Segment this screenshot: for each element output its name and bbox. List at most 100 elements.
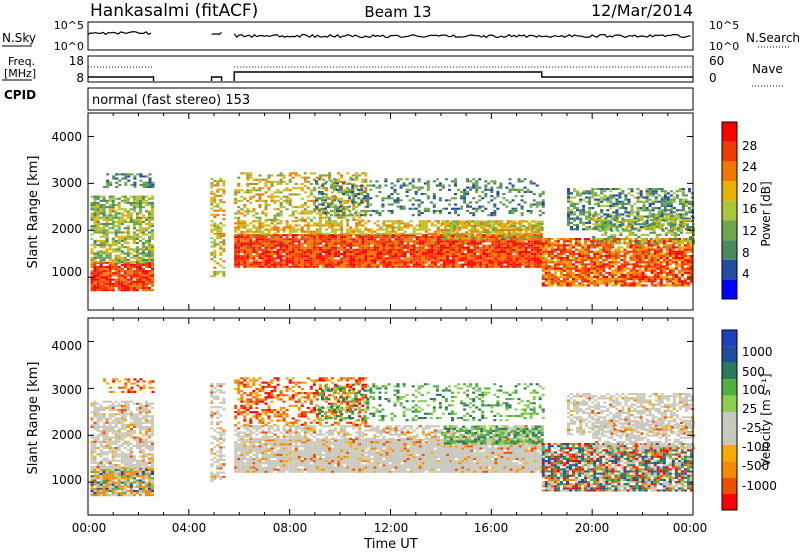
scatter-cell xyxy=(388,250,392,254)
scatter-cell xyxy=(659,282,663,285)
scatter-cell xyxy=(138,204,142,207)
scatter-cell xyxy=(668,250,672,253)
scatter-cell xyxy=(659,269,663,272)
scatter-cell xyxy=(436,238,440,241)
scatter-cell xyxy=(270,218,274,221)
scatter-cell xyxy=(340,208,344,211)
scatter-cell xyxy=(96,206,100,209)
scatter-cell xyxy=(521,263,525,266)
scatter-cell xyxy=(530,257,534,260)
scatter-cell xyxy=(472,178,476,181)
scatter-cell xyxy=(314,180,318,183)
scatter-cell xyxy=(355,261,359,264)
scatter-cell xyxy=(148,276,152,279)
scatter-cell xyxy=(315,242,319,245)
scatter-cell xyxy=(328,216,332,219)
scatter-cell xyxy=(446,265,450,268)
scatter-cell xyxy=(93,227,97,230)
scatter-cell xyxy=(138,208,142,211)
scatter-cell xyxy=(582,223,586,227)
scatter-cell xyxy=(484,180,488,183)
scatter-cell xyxy=(90,201,94,205)
scatter-cell xyxy=(102,265,106,269)
scatter-cell xyxy=(321,201,325,205)
scatter-cell xyxy=(285,226,289,229)
scatter-cell xyxy=(415,238,419,241)
scatter-cell xyxy=(591,188,595,191)
scatter-cell xyxy=(605,282,609,285)
scatter-cell xyxy=(477,237,481,240)
scatter-cell xyxy=(623,263,627,266)
scatter-cell xyxy=(446,246,450,249)
scatter-cell xyxy=(466,193,470,196)
scatter-cell xyxy=(497,250,501,254)
scatter-cell xyxy=(605,259,609,262)
scatter-cell xyxy=(367,246,371,249)
scatter-cell xyxy=(349,226,353,229)
scatter-cell xyxy=(297,244,301,247)
scatter-cell xyxy=(671,252,675,255)
scatter-cell xyxy=(90,263,94,266)
scatter-cell xyxy=(138,218,142,221)
scatter-cell xyxy=(487,188,491,191)
scatter-cell xyxy=(379,257,383,260)
scatter-cell xyxy=(102,216,106,219)
scatter-cell xyxy=(394,240,398,243)
scatter-cell xyxy=(457,188,461,191)
scatter-cell xyxy=(572,273,576,277)
scatter-cell xyxy=(361,197,365,200)
scatter-cell xyxy=(303,180,307,183)
scatter-cell xyxy=(132,195,136,198)
scatter-cell xyxy=(461,265,465,268)
scatter-cell xyxy=(443,231,447,234)
scatter-cell xyxy=(120,218,124,221)
scatter-cell xyxy=(411,207,415,210)
scatter-cell xyxy=(303,201,307,205)
scatter-cell xyxy=(442,240,446,243)
scatter-cell xyxy=(343,261,347,264)
scatter-cell xyxy=(491,253,495,256)
scatter-cell xyxy=(303,250,307,254)
scatter-cell xyxy=(593,280,597,283)
scatter-cell xyxy=(151,185,155,189)
scatter-cell xyxy=(111,278,115,281)
scatter-cell xyxy=(102,276,106,279)
scatter-cell xyxy=(132,204,136,207)
scatter-cell xyxy=(597,198,601,201)
scatter-cell xyxy=(494,263,498,266)
scatter-cell xyxy=(148,218,152,221)
scatter-cell xyxy=(533,244,537,247)
scatter-cell xyxy=(126,258,130,262)
scatter-cell xyxy=(403,232,407,235)
scatter-cell xyxy=(300,210,304,213)
scatter-cell xyxy=(120,256,124,259)
scatter-cell xyxy=(328,263,332,266)
scatter-cell xyxy=(105,214,109,217)
scatter-cell xyxy=(358,261,362,264)
scatter-cell xyxy=(527,261,531,264)
scatter-cell xyxy=(366,184,370,187)
scatter-cell xyxy=(276,244,280,247)
scatter-cell xyxy=(524,246,528,249)
scatter-cell xyxy=(240,236,244,239)
scatter-cell xyxy=(348,195,352,198)
scatter-cell xyxy=(364,199,368,202)
scatter-cell xyxy=(579,213,583,216)
scatter-cell xyxy=(515,250,519,254)
scatter-cell xyxy=(668,278,672,281)
scatter-cell xyxy=(541,261,545,264)
scatter-cell xyxy=(346,224,350,227)
scatter-cell xyxy=(145,218,149,221)
scatter-cell xyxy=(309,210,313,213)
scatter-cell xyxy=(440,237,444,240)
scatter-cell xyxy=(276,255,280,258)
scatter-cell xyxy=(569,280,573,283)
scatter-cell xyxy=(279,265,283,268)
scatter-cell xyxy=(674,267,678,270)
scatter-cell xyxy=(343,263,347,266)
scatter-cell xyxy=(285,265,289,268)
scatter-cell xyxy=(351,193,355,196)
scatter-cell xyxy=(446,259,450,262)
scatter-cell xyxy=(677,259,681,262)
scatter-cell xyxy=(312,238,316,241)
